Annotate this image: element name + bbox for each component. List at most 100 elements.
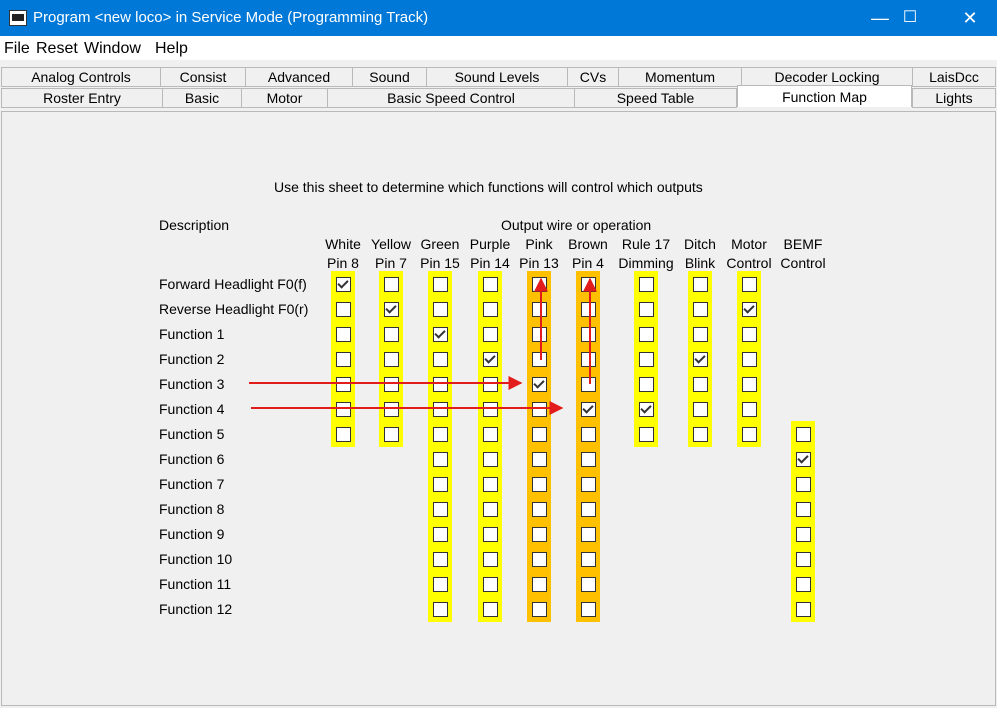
checkbox-function-12-green[interactable]	[433, 602, 448, 617]
checkbox-function-9-bemf[interactable]	[796, 527, 811, 542]
checkbox-function-11-purple[interactable]	[483, 577, 498, 592]
checkbox-reverse-headlight-f0-r-brown[interactable]	[581, 302, 596, 317]
checkbox-function-10-purple[interactable]	[483, 552, 498, 567]
checkbox-function-7-brown[interactable]	[581, 477, 596, 492]
checkbox-function-8-purple[interactable]	[483, 502, 498, 517]
checkbox-forward-headlight-f0-f-ditch[interactable]	[693, 277, 708, 292]
checkbox-function-3-green[interactable]	[433, 377, 448, 392]
checkbox-function-1-green[interactable]	[433, 327, 448, 342]
checkbox-function-3-purple[interactable]	[483, 377, 498, 392]
checkbox-function-2-pink[interactable]	[532, 352, 547, 367]
tab-consist[interactable]: Consist	[160, 67, 246, 87]
checkbox-function-10-bemf[interactable]	[796, 552, 811, 567]
checkbox-function-4-yellow[interactable]	[384, 402, 399, 417]
checkbox-function-12-purple[interactable]	[483, 602, 498, 617]
checkbox-forward-headlight-f0-f-yellow[interactable]	[384, 277, 399, 292]
tab-sound-levels[interactable]: Sound Levels	[426, 67, 568, 87]
tab-motor[interactable]: Motor	[241, 88, 328, 108]
checkbox-reverse-headlight-f0-r-motor[interactable]	[742, 302, 757, 317]
checkbox-function-8-pink[interactable]	[532, 502, 547, 517]
checkbox-forward-headlight-f0-f-brown[interactable]	[581, 277, 596, 292]
checkbox-function-11-green[interactable]	[433, 577, 448, 592]
checkbox-function-2-motor[interactable]	[742, 352, 757, 367]
maximize-button[interactable]: ☐	[902, 9, 918, 26]
menu-reset[interactable]: Reset	[36, 40, 78, 57]
checkbox-function-12-brown[interactable]	[581, 602, 596, 617]
checkbox-function-2-white[interactable]	[336, 352, 351, 367]
tab-basic[interactable]: Basic	[162, 88, 242, 108]
checkbox-function-9-brown[interactable]	[581, 527, 596, 542]
checkbox-function-8-green[interactable]	[433, 502, 448, 517]
checkbox-function-10-pink[interactable]	[532, 552, 547, 567]
menu-help[interactable]: Help	[155, 40, 188, 57]
checkbox-function-11-pink[interactable]	[532, 577, 547, 592]
tab-decoder-locking[interactable]: Decoder Locking	[741, 67, 913, 87]
checkbox-function-5-rule-17[interactable]	[639, 427, 654, 442]
checkbox-function-2-purple[interactable]	[483, 352, 498, 367]
checkbox-function-1-motor[interactable]	[742, 327, 757, 342]
checkbox-function-5-motor[interactable]	[742, 427, 757, 442]
checkbox-function-12-pink[interactable]	[532, 602, 547, 617]
checkbox-reverse-headlight-f0-r-white[interactable]	[336, 302, 351, 317]
tab-lights[interactable]: Lights	[912, 88, 996, 108]
checkbox-function-4-ditch[interactable]	[693, 402, 708, 417]
checkbox-function-1-pink[interactable]	[532, 327, 547, 342]
checkbox-reverse-headlight-f0-r-yellow[interactable]	[384, 302, 399, 317]
checkbox-function-5-green[interactable]	[433, 427, 448, 442]
checkbox-function-3-pink[interactable]	[532, 377, 547, 392]
checkbox-forward-headlight-f0-f-purple[interactable]	[483, 277, 498, 292]
checkbox-function-6-pink[interactable]	[532, 452, 547, 467]
checkbox-function-10-green[interactable]	[433, 552, 448, 567]
checkbox-function-2-ditch[interactable]	[693, 352, 708, 367]
checkbox-function-5-purple[interactable]	[483, 427, 498, 442]
checkbox-reverse-headlight-f0-r-rule-17[interactable]	[639, 302, 654, 317]
checkbox-reverse-headlight-f0-r-ditch[interactable]	[693, 302, 708, 317]
checkbox-function-1-purple[interactable]	[483, 327, 498, 342]
checkbox-function-1-ditch[interactable]	[693, 327, 708, 342]
checkbox-function-5-bemf[interactable]	[796, 427, 811, 442]
checkbox-function-5-brown[interactable]	[581, 427, 596, 442]
checkbox-function-1-rule-17[interactable]	[639, 327, 654, 342]
checkbox-forward-headlight-f0-f-white[interactable]	[336, 277, 351, 292]
checkbox-function-3-motor[interactable]	[742, 377, 757, 392]
tab-momentum[interactable]: Momentum	[618, 67, 742, 87]
checkbox-function-5-ditch[interactable]	[693, 427, 708, 442]
checkbox-function-3-ditch[interactable]	[693, 377, 708, 392]
checkbox-function-1-white[interactable]	[336, 327, 351, 342]
tab-roster-entry[interactable]: Roster Entry	[1, 88, 163, 108]
checkbox-function-4-motor[interactable]	[742, 402, 757, 417]
tab-basic-speed-control[interactable]: Basic Speed Control	[327, 88, 575, 108]
checkbox-function-3-rule-17[interactable]	[639, 377, 654, 392]
checkbox-function-5-yellow[interactable]	[384, 427, 399, 442]
close-button[interactable]: ✕	[962, 8, 978, 28]
checkbox-function-6-purple[interactable]	[483, 452, 498, 467]
checkbox-forward-headlight-f0-f-motor[interactable]	[742, 277, 757, 292]
checkbox-function-6-bemf[interactable]	[796, 452, 811, 467]
checkbox-function-11-brown[interactable]	[581, 577, 596, 592]
checkbox-function-7-pink[interactable]	[532, 477, 547, 492]
checkbox-forward-headlight-f0-f-pink[interactable]	[532, 277, 547, 292]
checkbox-function-5-white[interactable]	[336, 427, 351, 442]
checkbox-function-6-brown[interactable]	[581, 452, 596, 467]
checkbox-function-1-yellow[interactable]	[384, 327, 399, 342]
tab-laisdcc[interactable]: LaisDcc	[912, 67, 996, 87]
checkbox-function-4-pink[interactable]	[532, 402, 547, 417]
checkbox-function-3-brown[interactable]	[581, 377, 596, 392]
checkbox-function-11-bemf[interactable]	[796, 577, 811, 592]
tab-function-map[interactable]: Function Map	[737, 85, 912, 107]
checkbox-function-2-brown[interactable]	[581, 352, 596, 367]
checkbox-function-9-pink[interactable]	[532, 527, 547, 542]
checkbox-function-12-bemf[interactable]	[796, 602, 811, 617]
minimize-button[interactable]: —	[871, 8, 889, 28]
tab-speed-table[interactable]: Speed Table	[574, 88, 737, 108]
checkbox-function-2-green[interactable]	[433, 352, 448, 367]
checkbox-function-4-white[interactable]	[336, 402, 351, 417]
checkbox-function-7-green[interactable]	[433, 477, 448, 492]
menu-window[interactable]: Window	[84, 40, 141, 57]
checkbox-function-3-white[interactable]	[336, 377, 351, 392]
tab-sound[interactable]: Sound	[352, 67, 427, 87]
menu-file[interactable]: File	[4, 40, 30, 57]
tab-advanced[interactable]: Advanced	[245, 67, 353, 87]
checkbox-function-3-yellow[interactable]	[384, 377, 399, 392]
tab-cvs[interactable]: CVs	[567, 67, 619, 87]
